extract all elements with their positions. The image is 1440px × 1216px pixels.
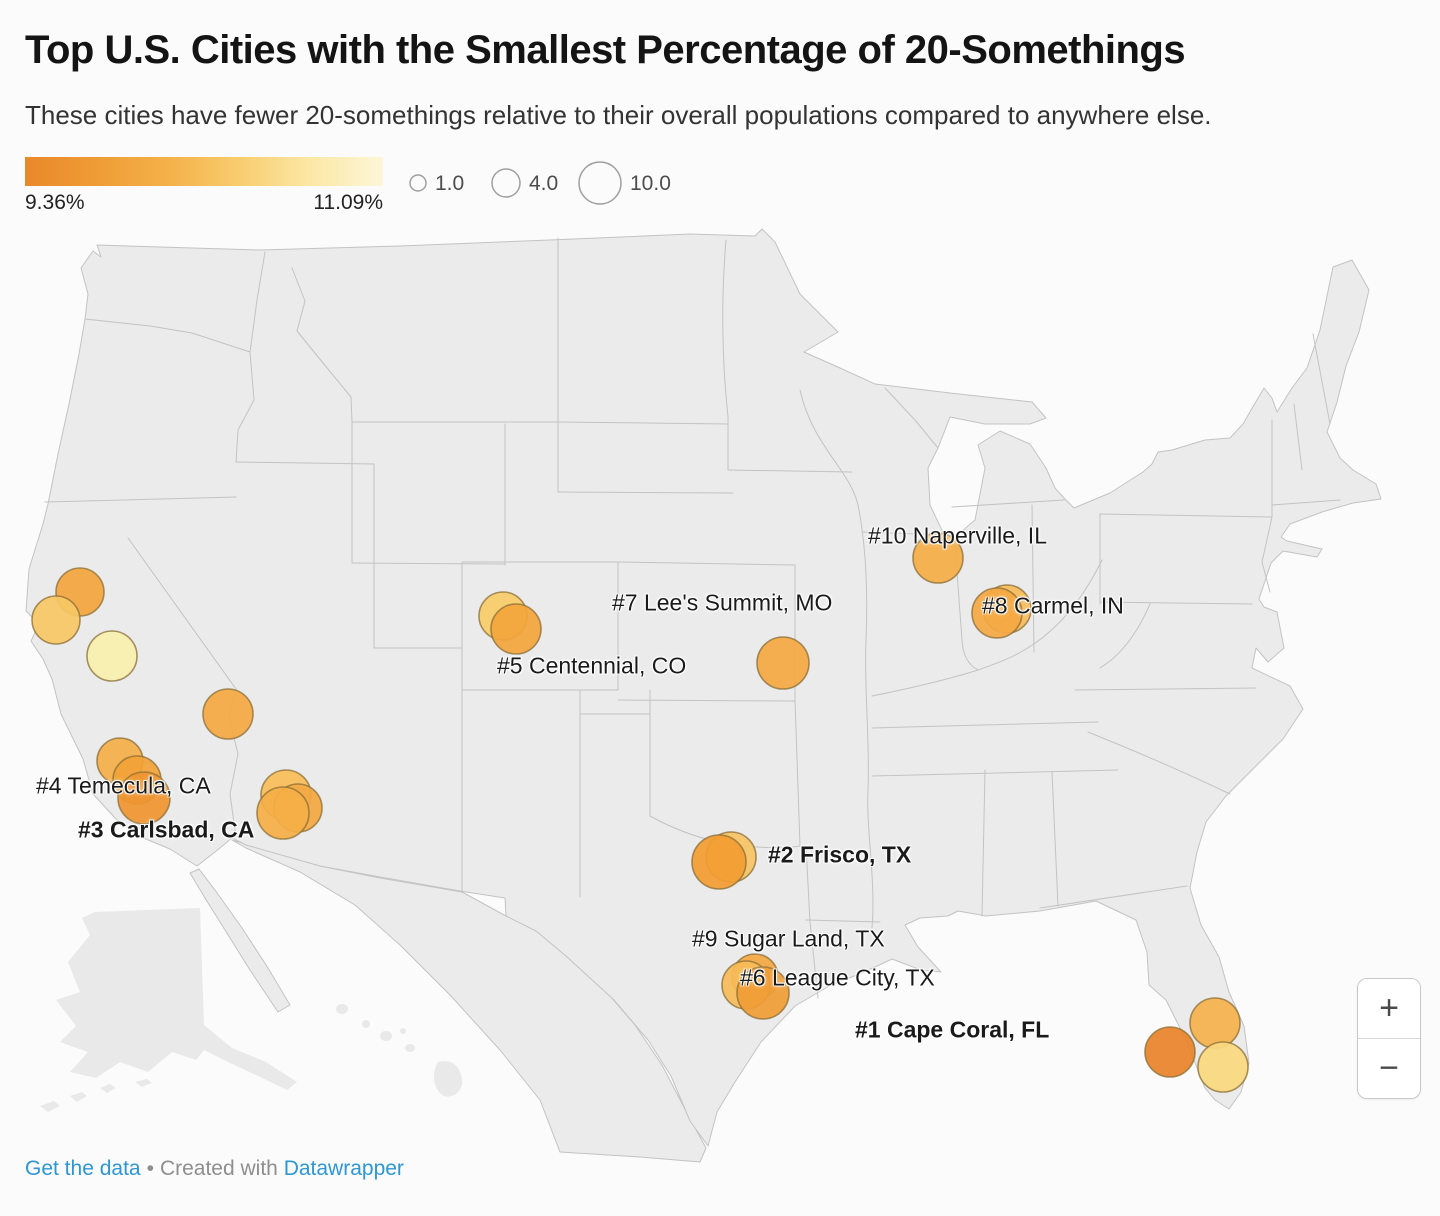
size-legend-circle: [409, 174, 427, 192]
footer-separator: •: [146, 1157, 154, 1180]
city-rank-label: #2 Frisco, TX: [768, 841, 912, 868]
page-subtitle: These cities have fewer 20-somethings re…: [25, 100, 1212, 130]
city-bubble[interactable]: [490, 603, 542, 655]
city-bubble[interactable]: [1189, 997, 1241, 1049]
size-legend-circle: [578, 161, 622, 205]
footer-created-text: Created with: [159, 1157, 278, 1180]
baja-california: [189, 868, 291, 1013]
alaska-inset: [56, 908, 297, 1090]
city-bubble[interactable]: [202, 688, 254, 740]
color-legend-max: 11.09%: [313, 191, 383, 214]
datawrapper-link[interactable]: Datawrapper: [283, 1157, 404, 1180]
size-legend-circle: [491, 168, 521, 198]
map-zoom-controls: + −: [1357, 978, 1421, 1099]
color-legend-labels: 9.36% 11.09%: [25, 191, 383, 215]
city-bubble[interactable]: [736, 966, 790, 1020]
city-rank-label: #3 Carlsbad, CA: [78, 816, 255, 843]
city-bubble[interactable]: [912, 532, 964, 584]
city-bubbles: [31, 532, 1249, 1093]
city-bubble[interactable]: [86, 630, 138, 682]
city-bubble[interactable]: [1144, 1026, 1196, 1078]
aleutian-islands: [40, 1079, 152, 1112]
city-rank-label: #9 Sugar Land, TX: [692, 925, 885, 952]
city-bubble[interactable]: [117, 771, 171, 825]
city-bubble[interactable]: [756, 636, 810, 690]
state-borders: [44, 237, 1341, 999]
city-rank-label: #4 Temecula, CA: [36, 772, 211, 799]
lower-48: [25, 228, 1382, 1147]
city-bubble[interactable]: [31, 595, 81, 645]
city-bubble[interactable]: [691, 834, 747, 890]
city-bubble[interactable]: [971, 587, 1023, 639]
size-legend-value: 4.0: [529, 172, 558, 195]
zoom-in-button[interactable]: +: [1358, 979, 1420, 1038]
zoom-out-button[interactable]: −: [1358, 1039, 1420, 1098]
city-bubble[interactable]: [256, 786, 310, 840]
get-the-data-link[interactable]: Get the data: [25, 1157, 141, 1180]
city-bubble[interactable]: [1197, 1041, 1249, 1093]
city-rank-label: #1 Cape Coral, FL: [855, 1016, 1050, 1043]
mexico: [231, 839, 707, 1163]
color-legend-gradient-bar: [25, 157, 383, 186]
city-rank-label: #5 Centennial, CO: [497, 652, 687, 679]
color-legend-min: 9.36%: [25, 191, 85, 214]
city-rank-label: #7 Lee's Summit, MO: [612, 589, 833, 616]
city-rank-label: #8 Carmel, IN: [982, 592, 1124, 619]
size-legend-value: 1.0: [435, 172, 464, 195]
hawaii-inset: [336, 1004, 463, 1097]
size-legend: 1.0 4.0 10.0: [409, 161, 671, 205]
city-rank-label: #6 League City, TX: [740, 964, 935, 991]
zoom-divider: [1358, 1038, 1420, 1039]
city-rank-label: #10 Naperville, IL: [868, 522, 1047, 549]
footer: Get the data • Created with Datawrapper: [25, 1157, 404, 1181]
page-title: Top U.S. Cities with the Smallest Percen…: [25, 28, 1186, 72]
size-legend-value: 10.0: [630, 172, 671, 195]
